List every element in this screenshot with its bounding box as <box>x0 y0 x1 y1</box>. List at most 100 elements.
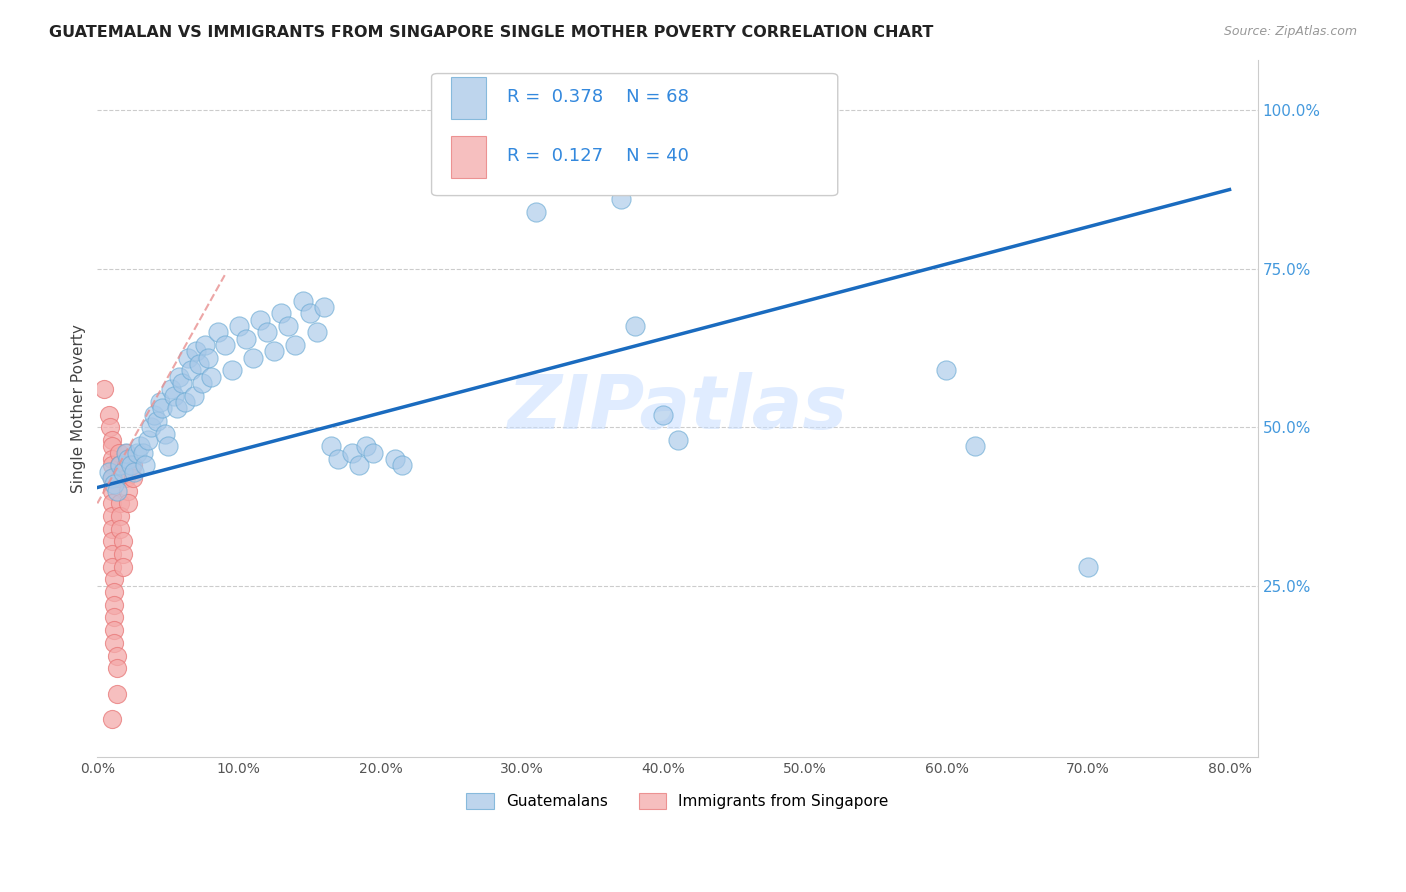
Point <box>114 458 136 473</box>
Point <box>143 408 166 422</box>
Point <box>117 452 139 467</box>
Point <box>354 439 377 453</box>
Point <box>122 465 145 479</box>
Point <box>111 559 134 574</box>
Point <box>157 439 180 453</box>
Point <box>103 636 125 650</box>
Point <box>100 547 122 561</box>
Point <box>121 471 143 485</box>
Text: GUATEMALAN VS IMMIGRANTS FROM SINGAPORE SINGLE MOTHER POVERTY CORRELATION CHART: GUATEMALAN VS IMMIGRANTS FROM SINGAPORE … <box>49 25 934 40</box>
Point <box>149 395 172 409</box>
Point <box>1077 559 1099 574</box>
Point <box>312 300 335 314</box>
Point <box>114 445 136 459</box>
Point <box>111 465 134 479</box>
Point <box>235 332 257 346</box>
Point <box>114 445 136 459</box>
Point <box>174 395 197 409</box>
Point <box>105 687 128 701</box>
Point <box>108 496 131 510</box>
Point <box>152 401 174 416</box>
Point <box>114 471 136 485</box>
Point <box>249 312 271 326</box>
Point <box>98 420 121 434</box>
Point <box>319 439 342 453</box>
Point <box>100 509 122 524</box>
Point <box>935 363 957 377</box>
Point <box>103 573 125 587</box>
Point <box>97 408 120 422</box>
Point <box>186 344 208 359</box>
Point <box>284 338 307 352</box>
Point <box>624 318 647 333</box>
Point <box>108 509 131 524</box>
Point <box>326 452 349 467</box>
Point <box>242 351 264 365</box>
Point <box>652 408 675 422</box>
Point <box>100 534 122 549</box>
Point <box>117 496 139 510</box>
Point <box>100 471 122 485</box>
Point <box>100 433 122 447</box>
Point <box>160 382 183 396</box>
Point <box>100 712 122 726</box>
Point <box>100 452 122 467</box>
Text: Source: ZipAtlas.com: Source: ZipAtlas.com <box>1223 25 1357 38</box>
Point <box>340 445 363 459</box>
Point <box>93 382 115 396</box>
Point <box>347 458 370 473</box>
Point <box>128 439 150 453</box>
Point <box>610 192 633 206</box>
Point <box>100 439 122 453</box>
Point <box>100 559 122 574</box>
Point <box>100 471 122 485</box>
Point <box>105 661 128 675</box>
Point <box>363 445 385 459</box>
Point <box>440 128 463 143</box>
Point <box>139 420 162 434</box>
Point <box>191 376 214 390</box>
Point <box>298 306 321 320</box>
Bar <box>451 77 486 119</box>
Point <box>105 483 128 498</box>
Point <box>155 426 177 441</box>
Point <box>200 369 222 384</box>
Point <box>270 306 292 320</box>
Point <box>169 369 191 384</box>
Point <box>256 325 278 339</box>
Point <box>136 433 159 447</box>
Point <box>134 458 156 473</box>
Point <box>100 522 122 536</box>
Point <box>183 388 205 402</box>
Point <box>207 325 229 339</box>
Point <box>221 363 243 377</box>
Point <box>103 623 125 637</box>
Point <box>107 471 129 485</box>
Point <box>172 376 194 390</box>
Point <box>100 458 122 473</box>
Point <box>263 344 285 359</box>
Point <box>131 445 153 459</box>
Point <box>163 388 186 402</box>
Point <box>963 439 986 453</box>
Bar <box>451 136 486 178</box>
Point <box>197 351 219 365</box>
Point <box>107 458 129 473</box>
Point <box>188 357 211 371</box>
Point <box>524 204 547 219</box>
Text: R =  0.378    N = 68: R = 0.378 N = 68 <box>508 87 689 105</box>
Point <box>125 445 148 459</box>
Point <box>146 414 169 428</box>
Point <box>117 483 139 498</box>
FancyBboxPatch shape <box>432 73 838 195</box>
Point <box>666 433 689 447</box>
Point <box>120 458 142 473</box>
Point <box>194 338 217 352</box>
Point <box>180 363 202 377</box>
Point <box>214 338 236 352</box>
Point <box>166 401 188 416</box>
Text: ZIPatlas: ZIPatlas <box>508 372 848 445</box>
Point <box>100 483 122 498</box>
Point <box>105 648 128 663</box>
Legend: Guatemalans, Immigrants from Singapore: Guatemalans, Immigrants from Singapore <box>460 788 894 815</box>
